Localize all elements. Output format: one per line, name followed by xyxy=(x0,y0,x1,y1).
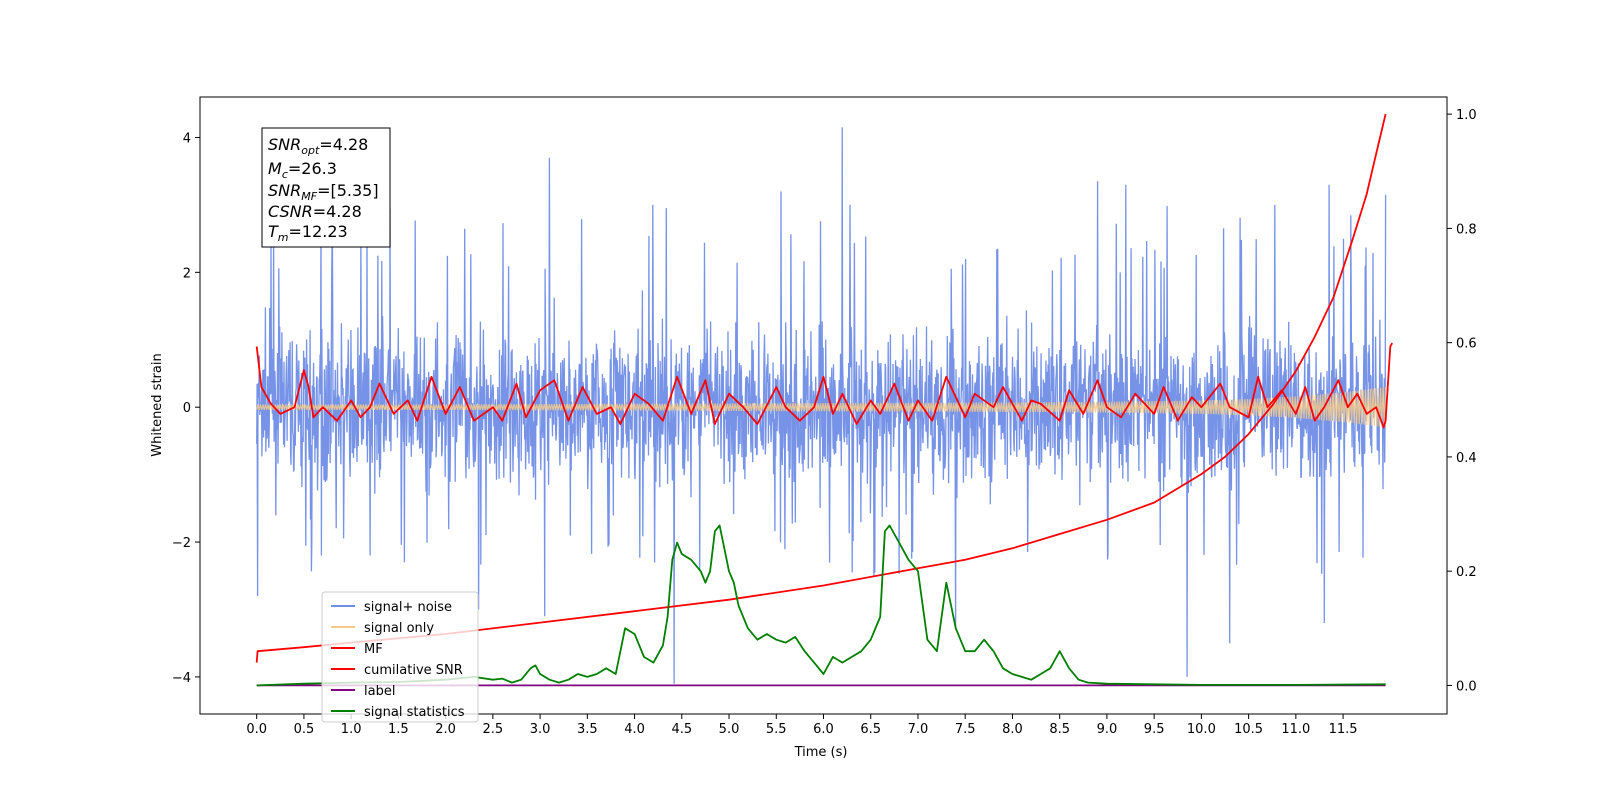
x-tick-label: 5.0 xyxy=(719,722,740,737)
y2-axis-ticks: 1.0 0.8 0.6 0.4 0.2 0.0 xyxy=(1447,108,1477,694)
x-tick-label: 11.5 xyxy=(1329,722,1358,737)
signal-statistics-line xyxy=(256,524,1386,687)
annotation-mc-symbol: M xyxy=(268,159,282,178)
legend-frame xyxy=(321,591,479,723)
mf-series xyxy=(255,342,1393,429)
x-tick-label: 6.0 xyxy=(813,722,834,737)
annotation-snr-opt: SNRopt=4.28 xyxy=(268,135,368,157)
x-tick-label: 5.5 xyxy=(766,722,787,737)
y2-tick-label: 0.4 xyxy=(1456,451,1477,466)
annotation-snr-mf-sub: MF xyxy=(301,190,317,203)
annotation-tm: Tm=12.23 xyxy=(268,222,348,244)
annotation-tm-symbol: T xyxy=(268,222,279,241)
y-axis-ticks: 4 2 0 −2 −4 xyxy=(172,131,200,686)
legend-items: signal+ noise signal only MF cumilative SNR… xyxy=(331,600,465,720)
annotation-snr-mf-value: =[5.35] xyxy=(317,181,379,200)
y2-tick-label: 0.2 xyxy=(1456,565,1477,580)
x-tick-label: 0.0 xyxy=(246,722,267,737)
legend-label: MF xyxy=(364,642,383,657)
annotation-csnr-symbol: CSNR xyxy=(268,202,313,221)
annotation-mc-value: =26.3 xyxy=(288,159,337,178)
y-tick-label: −2 xyxy=(172,536,191,551)
annotation-csnr: CSNR=4.28 xyxy=(268,202,362,221)
y-tick-label: 2 xyxy=(183,266,191,281)
y-tick-label: −4 xyxy=(172,671,191,686)
annotation-box: SNRopt=4.28 Mc=26.3 SNRMF=[5.35] CSNR=4.… xyxy=(261,127,391,248)
x-tick-label: 10.5 xyxy=(1234,722,1263,737)
annotation-csnr-value: =4.28 xyxy=(313,202,362,221)
x-tick-label: 1.0 xyxy=(341,722,362,737)
x-axis-ticks: 0.0 0.5 1.0 1.5 2.0 2.5 3.0 3.5 4.0 4.5 5.0 5.5 6.0 6… xyxy=(246,714,1358,737)
y-axis-label: Whitened strain xyxy=(150,353,165,456)
legend-label: signal only xyxy=(364,621,434,636)
annotation-snr-opt-sub: opt xyxy=(301,144,320,157)
y2-tick-label: 0.0 xyxy=(1456,679,1477,694)
x-tick-label: 9.0 xyxy=(1097,722,1118,737)
y2-tick-label: 0.6 xyxy=(1456,337,1477,352)
annotation-snr-opt-symbol: SNR xyxy=(268,135,301,154)
annotation-frame xyxy=(261,127,391,248)
annotation-mc: Mc=26.3 xyxy=(268,159,337,181)
x-tick-label: 3.0 xyxy=(530,722,551,737)
legend-label: label xyxy=(364,684,395,699)
y-tick-label: 0 xyxy=(183,401,191,416)
x-tick-label: 3.5 xyxy=(577,722,598,737)
x-tick-label: 11.0 xyxy=(1281,722,1310,737)
legend-label: cumilative SNR xyxy=(364,663,463,678)
mf-line xyxy=(255,342,1393,429)
x-tick-label: 8.0 xyxy=(1002,722,1023,737)
x-tick-label: 4.5 xyxy=(671,722,692,737)
x-tick-label: 9.5 xyxy=(1144,722,1165,737)
legend: signal+ noise signal only MF cumilative SNR… xyxy=(321,591,479,723)
x-axis-label: Time (s) xyxy=(794,745,848,760)
annotation-snr-opt-value: =4.28 xyxy=(319,135,368,154)
signal-statistics-series xyxy=(256,524,1386,687)
annotation-snr-mf: SNRMF=[5.35] xyxy=(268,181,379,203)
annotation-snr-mf-symbol: SNR xyxy=(268,181,301,200)
y2-tick-label: 1.0 xyxy=(1456,108,1477,123)
x-tick-label: 10.0 xyxy=(1187,722,1216,737)
x-tick-label: 2.5 xyxy=(483,722,504,737)
x-tick-label: 1.5 xyxy=(388,722,409,737)
annotation-tm-sub: m xyxy=(278,231,289,244)
x-tick-label: 6.5 xyxy=(860,722,881,737)
legend-label: signal statistics xyxy=(364,705,465,720)
x-tick-label: 7.5 xyxy=(955,722,976,737)
y2-tick-label: 0.8 xyxy=(1456,222,1477,237)
x-tick-label: 2.0 xyxy=(435,722,456,737)
legend-label: signal+ noise xyxy=(364,600,452,615)
x-tick-label: 4.0 xyxy=(624,722,645,737)
x-tick-label: 8.5 xyxy=(1049,722,1070,737)
y-tick-label: 4 xyxy=(183,131,191,146)
x-tick-label: 0.5 xyxy=(294,722,315,737)
annotation-mc-sub: c xyxy=(282,168,288,181)
x-tick-label: 7.0 xyxy=(908,722,929,737)
annotation-tm-value: =12.23 xyxy=(289,222,348,241)
